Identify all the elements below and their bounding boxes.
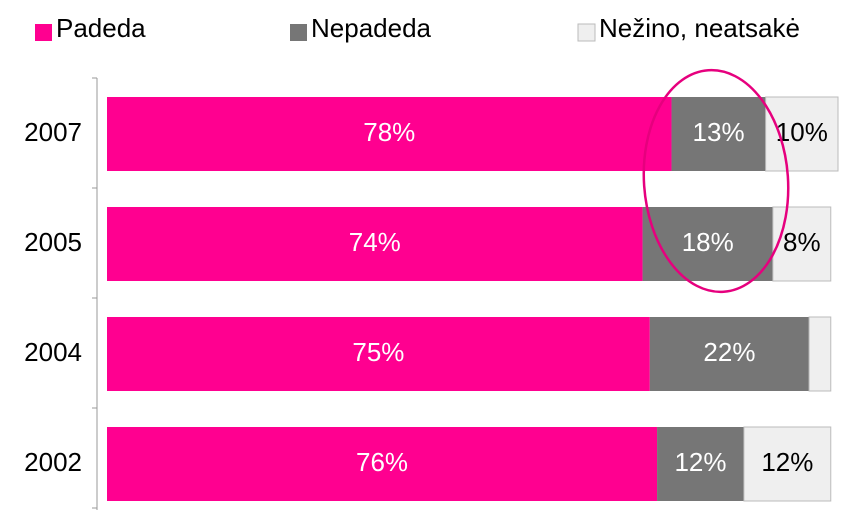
data-label: 13% xyxy=(693,117,745,147)
data-label: 76% xyxy=(356,447,408,477)
y-tick-label: 2005 xyxy=(24,227,82,257)
legend-label: Nepadeda xyxy=(311,13,432,43)
bar-segment xyxy=(657,427,744,501)
legend-swatch xyxy=(577,23,596,42)
bar-segment xyxy=(107,427,658,501)
bar-segment xyxy=(649,317,810,391)
y-tick-label: 2002 xyxy=(24,447,82,477)
bar-segment xyxy=(107,97,672,171)
bar-segment xyxy=(772,206,832,282)
data-label: 10% xyxy=(776,117,828,147)
data-label: 8% xyxy=(783,227,821,257)
data-label: 22% xyxy=(703,337,755,367)
data-label: 12% xyxy=(761,447,813,477)
bar-segment xyxy=(671,97,766,171)
y-tick-label: 2007 xyxy=(24,117,82,147)
legend-swatch xyxy=(290,24,307,41)
data-label: 12% xyxy=(674,447,726,477)
y-tick-label: 2004 xyxy=(24,337,82,367)
bar-segment xyxy=(642,207,773,281)
legend-label: Padeda xyxy=(56,13,146,43)
legend-swatch xyxy=(35,24,52,41)
bar-segment xyxy=(107,317,650,391)
data-label: 78% xyxy=(363,117,415,147)
data-label: 75% xyxy=(352,337,404,367)
bar-segment xyxy=(107,207,643,281)
data-label: 18% xyxy=(682,227,734,257)
bar-segment xyxy=(808,316,832,392)
legend-label: Nežino, neatsakė xyxy=(599,13,800,43)
annotation-ellipse xyxy=(642,68,790,294)
data-label: 74% xyxy=(349,227,401,257)
bar-segment xyxy=(743,426,832,502)
bar-segment xyxy=(765,96,839,172)
